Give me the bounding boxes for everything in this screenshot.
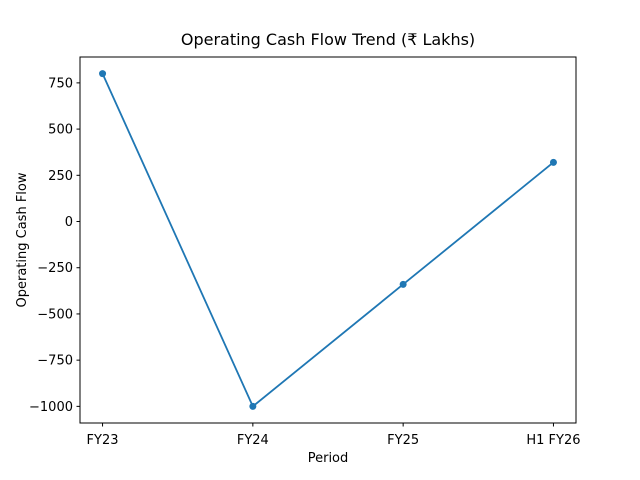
y-tick-label: 0 [65,215,73,230]
x-tick-label: H1 FY26 [526,433,580,448]
axes-border [79,56,577,424]
x-tick-label: FY25 [387,433,419,448]
data-point [549,158,557,166]
x-tick-label: FY24 [237,433,269,448]
data-point [249,402,257,410]
y-tick-label: 750 [48,76,73,91]
y-axis-ticks: 750 500 250 0 −250 −500 −750 −1000 [29,76,80,415]
chart-title: Operating Cash Flow Trend (₹ Lakhs) [181,30,475,49]
y-tick-label: 500 [48,123,73,138]
x-axis-ticks: FY23 FY24 FY25 H1 FY26 [87,423,581,448]
data-line [101,73,555,408]
y-axis-label: Operating Cash Flow [15,172,30,307]
y-tick-label: −250 [37,261,73,276]
data-point [399,280,407,288]
y-tick-label: −1000 [29,400,73,415]
y-tick-label: −750 [37,354,73,369]
y-tick-label: 250 [48,169,73,184]
x-tick-label: FY23 [87,433,119,448]
data-series [99,70,557,410]
data-point [99,70,107,78]
x-axis-label: Period [308,451,349,466]
plot-area [80,57,576,423]
y-tick-label: −500 [37,307,73,322]
